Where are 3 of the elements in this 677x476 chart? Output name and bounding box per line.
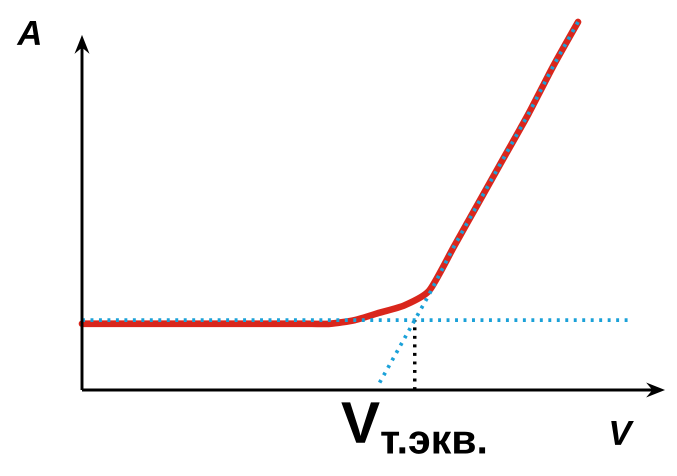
x-axis-title: V <box>611 420 634 445</box>
text: V$_{т.экв.}$ <box>341 402 486 454</box>
y-axis-title: A <box>16 20 40 45</box>
